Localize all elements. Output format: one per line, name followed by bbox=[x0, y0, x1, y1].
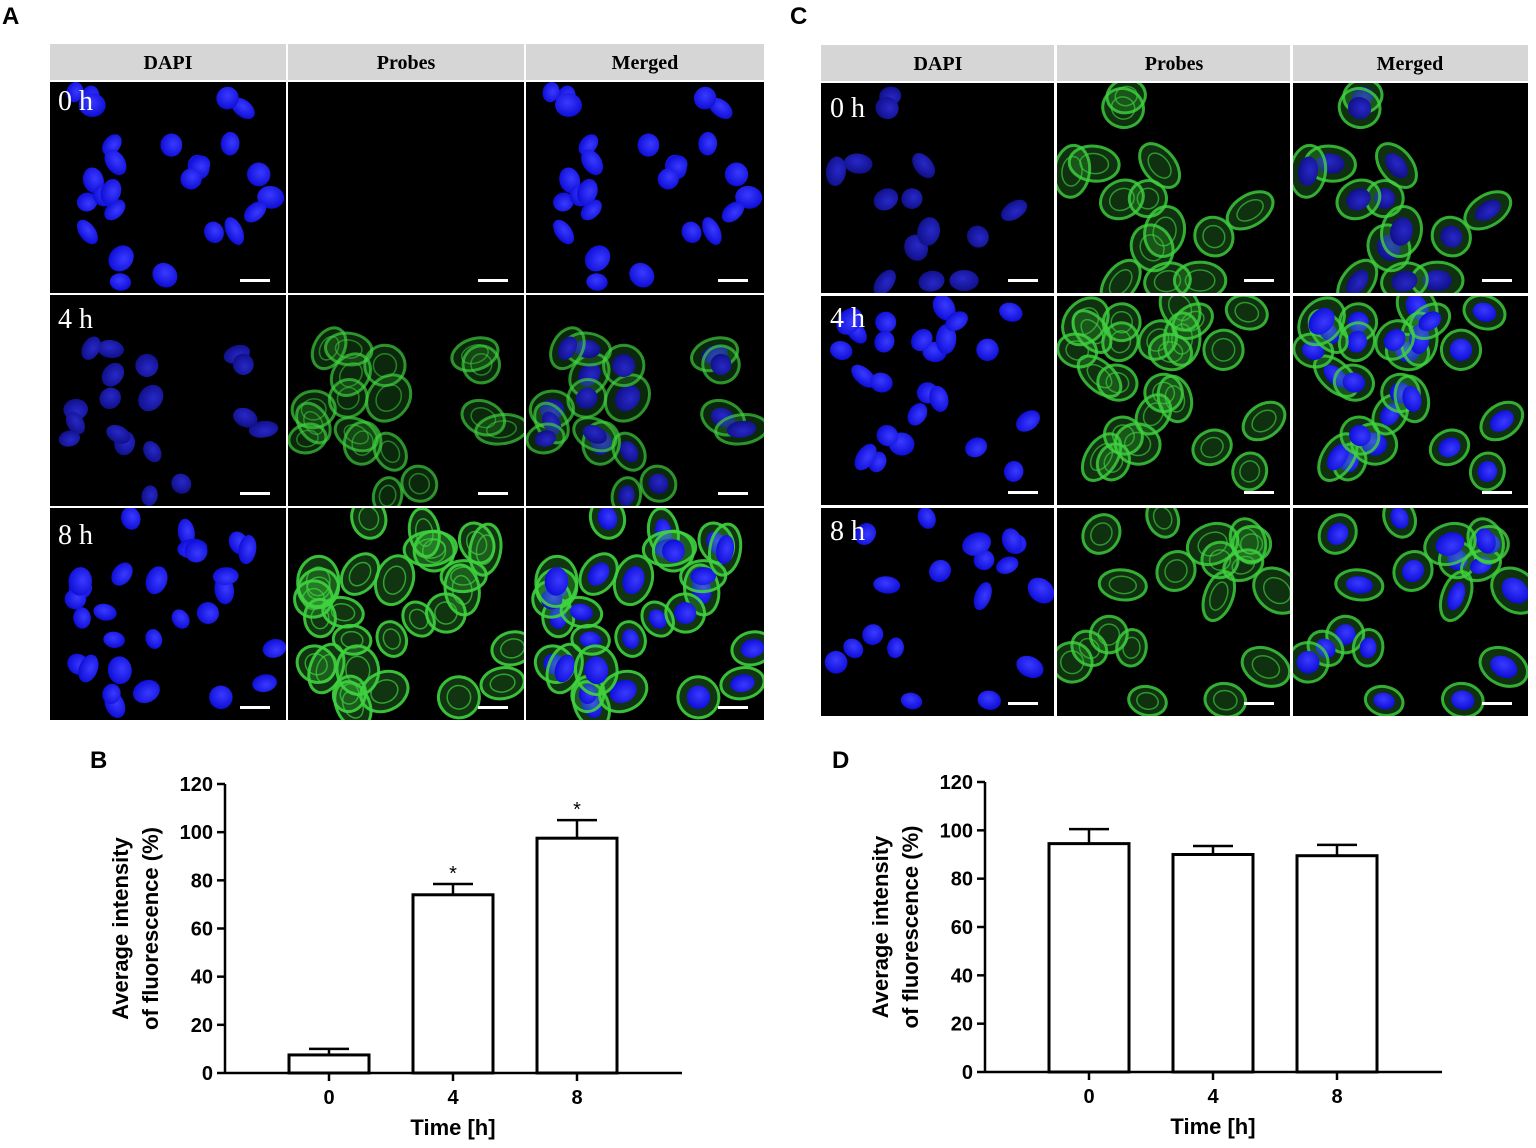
panel-a-tile-0h-merged bbox=[526, 82, 764, 293]
panel-a-header-probes: Probes bbox=[377, 52, 436, 74]
panel-c-tile-4h-probes bbox=[1057, 296, 1290, 505]
chart-b-y-tick-label-120: 120 bbox=[180, 774, 213, 796]
chart-d-bar-0 bbox=[1047, 842, 1131, 1074]
chart-d-y-axis-title-line-2: of fluorescence (%) bbox=[898, 826, 923, 1029]
panel-c-tile-0h-merged bbox=[1293, 83, 1528, 293]
panel-c-time-label-8h: 8 h bbox=[830, 516, 865, 547]
chart-b-x-tick-label-8: 8 bbox=[571, 1087, 582, 1109]
chart-d-y-tick-label-60: 60 bbox=[951, 917, 973, 939]
chart-b-bar-4 bbox=[411, 893, 495, 1075]
chart-d-y-tick-label-80: 80 bbox=[951, 869, 973, 891]
chart-d-y-tick-label-20: 20 bbox=[951, 1014, 973, 1036]
chart-d-y-axis-title-line-1: Average intensity bbox=[868, 835, 893, 1018]
chart-b-y-tick-label-20: 20 bbox=[191, 1015, 213, 1037]
chart-d-x-axis-title: Time [h] bbox=[1170, 1114, 1255, 1139]
panel-a-micrograph-grid bbox=[50, 82, 764, 720]
chart-b-y-tick-label-80: 80 bbox=[191, 870, 213, 892]
panel-letter-d: D bbox=[832, 747, 849, 774]
panel-a-header-row: DAPI Probes Merged bbox=[50, 44, 764, 80]
chart-d-x-tick-label-0: 0 bbox=[1083, 1086, 1094, 1108]
panel-a-tile-8h-probes bbox=[288, 508, 524, 720]
chart-b-y-tick-label-100: 100 bbox=[180, 822, 213, 844]
panel-c-tile-4h-dapi bbox=[821, 296, 1054, 505]
panel-letter-a: A bbox=[2, 3, 19, 30]
chart-d-bar-8 bbox=[1295, 854, 1379, 1074]
panel-a-time-label-8h: 8 h bbox=[58, 520, 93, 551]
chart-d-y-tick-label-40: 40 bbox=[951, 965, 973, 987]
chart-b-y-tick-label-60: 60 bbox=[191, 919, 213, 941]
panel-letter-c: C bbox=[790, 3, 807, 30]
panel-a-time-label-4h: 4 h bbox=[58, 304, 93, 335]
panel-c-header-row: DAPI Probes Merged bbox=[821, 45, 1528, 81]
chart-d-bar-4 bbox=[1171, 853, 1255, 1074]
panel-c-header-probes: Probes bbox=[1145, 53, 1204, 75]
chart-b: 0 20 40 60 80 100 120 0 * 4 * 8 Time [h] Average inte… bbox=[108, 774, 682, 1140]
chart-b-y-tick-label-0: 0 bbox=[202, 1063, 213, 1085]
panel-a-header-dapi: DAPI bbox=[144, 52, 193, 74]
chart-d-y-tick-label-120: 120 bbox=[940, 772, 973, 794]
panel-a-tile-0h-probes bbox=[288, 82, 524, 293]
panel-c-tile-8h-probes bbox=[1057, 508, 1290, 716]
panel-c-time-label-0h: 0 h bbox=[830, 93, 865, 124]
chart-d-x-tick-label-4: 4 bbox=[1207, 1086, 1219, 1108]
panel-a-time-label-0h: 0 h bbox=[58, 86, 93, 117]
chart-b-x-tick-label-0: 0 bbox=[323, 1087, 334, 1109]
chart-b-bar-0 bbox=[287, 1053, 371, 1075]
chart-d-x-tick-label-8: 8 bbox=[1331, 1086, 1342, 1108]
chart-b-x-tick-label-4: 4 bbox=[447, 1087, 459, 1109]
panel-c-header-merged: Merged bbox=[1377, 53, 1444, 75]
chart-d: 0 20 40 60 80 100 120 0 4 8 Time [h] Average intens… bbox=[868, 772, 1442, 1139]
chart-b-y-tick-label-40: 40 bbox=[191, 967, 213, 989]
panel-a-tile-4h-probes bbox=[288, 295, 524, 506]
panel-letter-b: B bbox=[90, 747, 107, 774]
panel-c-time-label-4h: 4 h bbox=[830, 303, 865, 334]
chart-b-significance-8: * bbox=[573, 799, 581, 821]
panel-a-tile-8h-merged bbox=[526, 508, 764, 720]
panel-c-header-dapi: DAPI bbox=[914, 53, 963, 75]
panel-c-micrograph-grid bbox=[821, 83, 1528, 716]
panel-a-tile-4h-dapi bbox=[50, 295, 286, 506]
panel-a-tile-0h-dapi bbox=[50, 82, 286, 293]
panel-c-tile-8h-dapi bbox=[821, 508, 1054, 716]
panel-c-tile-0h-dapi bbox=[821, 83, 1054, 293]
panel-c-tile-0h-probes bbox=[1057, 83, 1290, 293]
panel-c-tile-8h-merged bbox=[1293, 508, 1528, 716]
chart-b-y-axis-title-line-1: Average intensity bbox=[108, 836, 133, 1019]
panel-a-header-merged: Merged bbox=[612, 52, 679, 74]
panel-c-tile-4h-merged bbox=[1293, 296, 1528, 505]
chart-b-x-axis-title: Time [h] bbox=[410, 1115, 495, 1140]
chart-b-bar-8 bbox=[535, 836, 619, 1075]
panel-a-tile-8h-dapi bbox=[50, 508, 286, 720]
panel-a-tile-4h-merged bbox=[526, 295, 764, 506]
chart-d-y-tick-label-0: 0 bbox=[962, 1062, 973, 1084]
chart-b-significance-4: * bbox=[449, 863, 457, 885]
chart-d-y-tick-label-100: 100 bbox=[940, 820, 973, 842]
chart-b-y-axis-title-line-2: of fluorescence (%) bbox=[138, 827, 163, 1030]
